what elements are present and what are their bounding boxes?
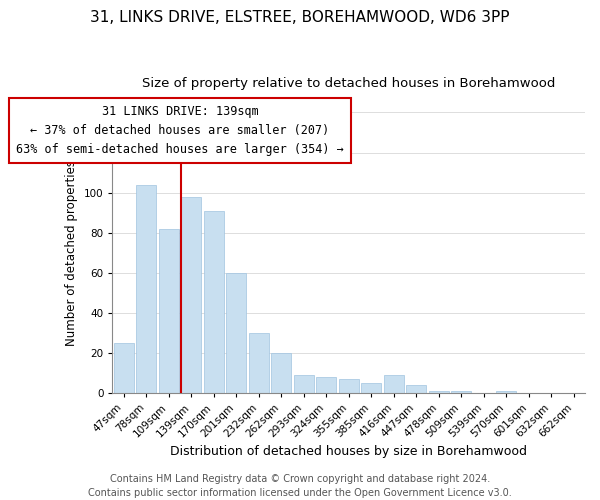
- Bar: [406, 385, 427, 393]
- Bar: [203, 210, 224, 393]
- Text: 31 LINKS DRIVE: 139sqm
← 37% of detached houses are smaller (207)
63% of semi-de: 31 LINKS DRIVE: 139sqm ← 37% of detached…: [16, 105, 344, 156]
- Text: 31, LINKS DRIVE, ELSTREE, BOREHAMWOOD, WD6 3PP: 31, LINKS DRIVE, ELSTREE, BOREHAMWOOD, W…: [90, 10, 510, 25]
- Bar: [383, 375, 404, 393]
- Title: Size of property relative to detached houses in Borehamwood: Size of property relative to detached ho…: [142, 78, 556, 90]
- Bar: [271, 353, 292, 393]
- Bar: [113, 343, 134, 393]
- Bar: [316, 377, 337, 393]
- Y-axis label: Number of detached properties: Number of detached properties: [65, 160, 78, 346]
- Bar: [136, 184, 157, 393]
- Bar: [248, 333, 269, 393]
- Bar: [451, 391, 472, 393]
- Bar: [158, 228, 179, 393]
- Text: Contains HM Land Registry data © Crown copyright and database right 2024.
Contai: Contains HM Land Registry data © Crown c…: [88, 474, 512, 498]
- Bar: [361, 383, 382, 393]
- Bar: [496, 391, 517, 393]
- Bar: [293, 375, 314, 393]
- Bar: [181, 196, 202, 393]
- Bar: [338, 379, 359, 393]
- X-axis label: Distribution of detached houses by size in Borehamwood: Distribution of detached houses by size …: [170, 444, 527, 458]
- Bar: [226, 273, 247, 393]
- Bar: [428, 391, 449, 393]
